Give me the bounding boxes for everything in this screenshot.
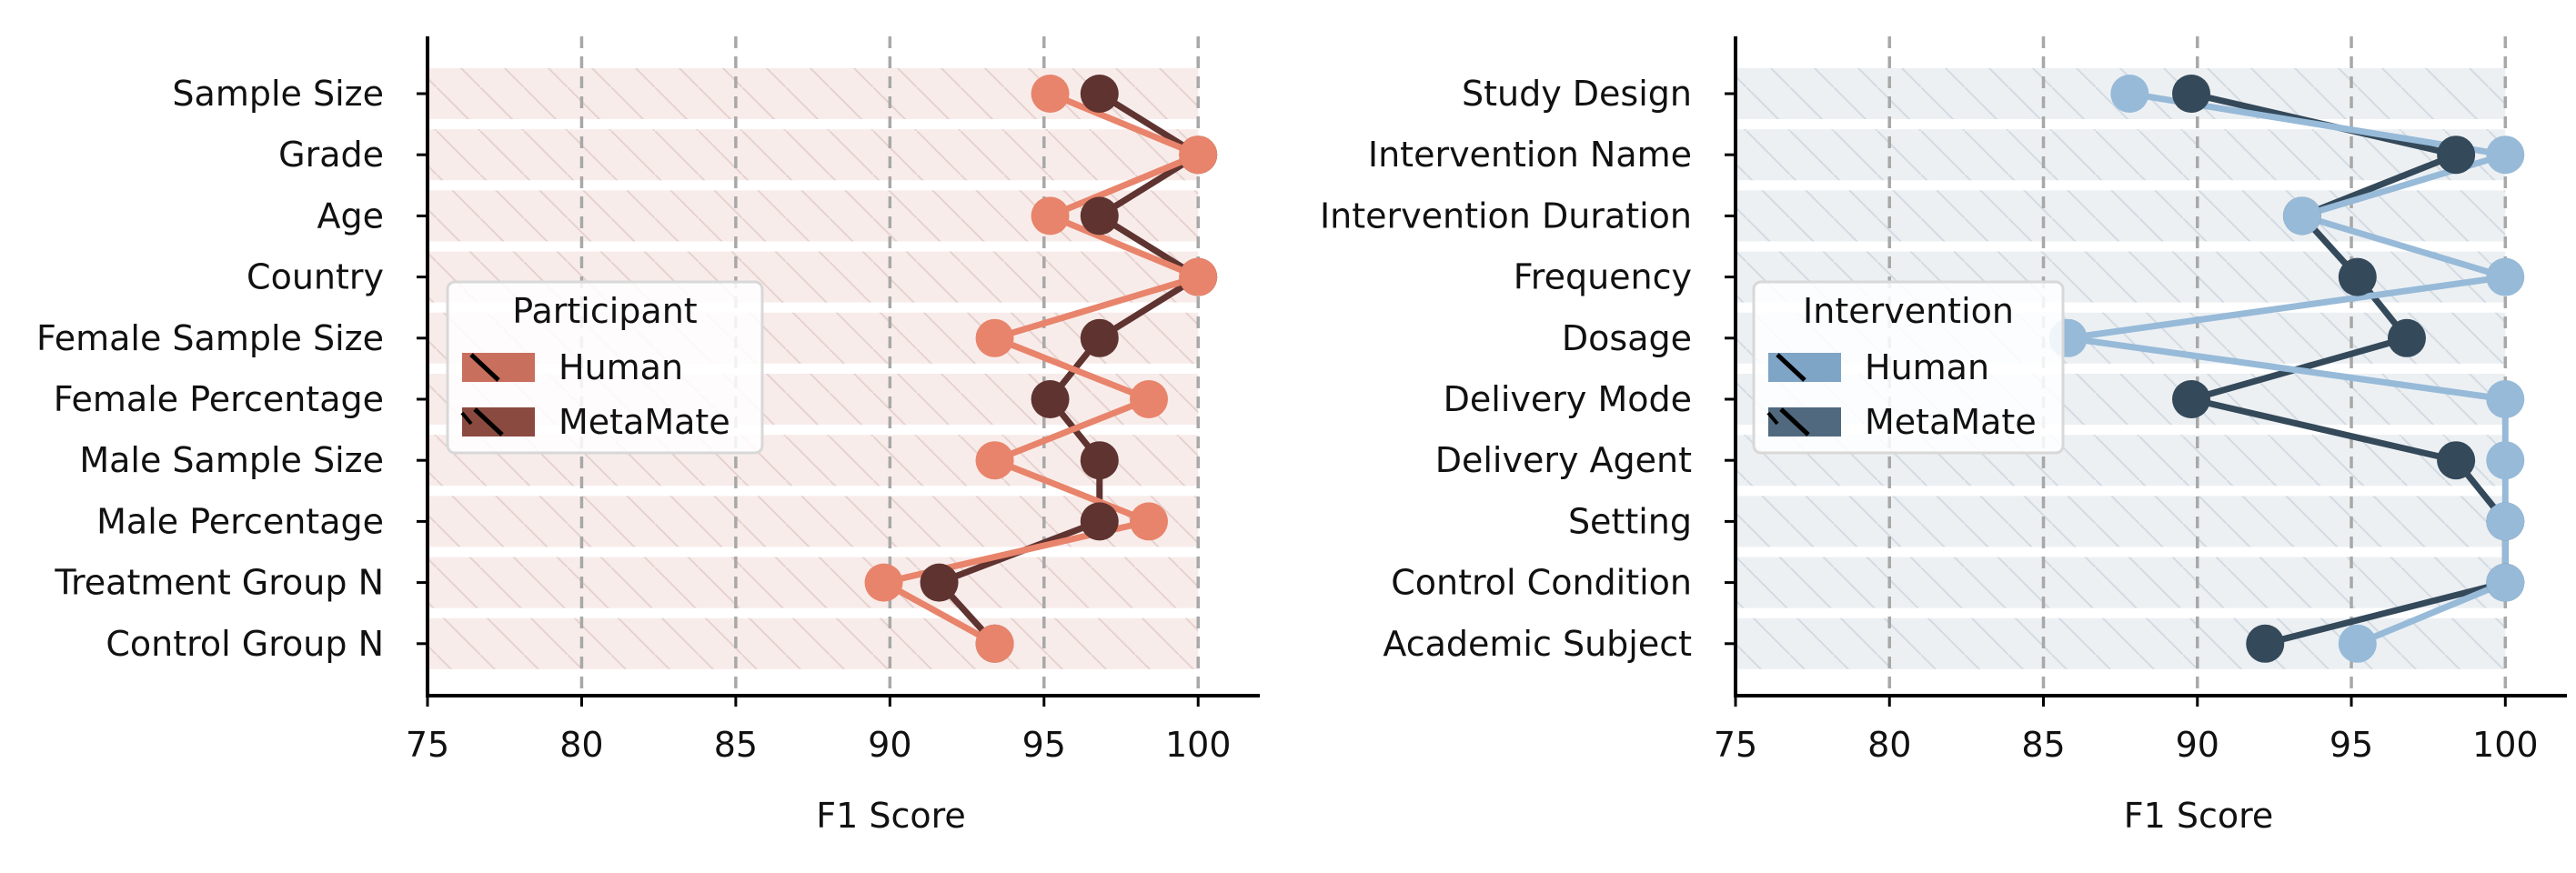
participant-legend-title: Participant — [512, 291, 697, 331]
participant-band-hatch-sample-size — [428, 68, 1199, 119]
intervention-ylabel-intervention-name: Intervention Name — [1368, 135, 1692, 175]
intervention-metamate-point-intervention-name — [2437, 135, 2476, 175]
intervention-band-hatch-academic-subject — [1736, 617, 2506, 669]
intervention-ylabel-frequency: Frequency — [1514, 257, 1692, 297]
intervention-ylabel-setting: Setting — [1568, 501, 1692, 541]
intervention-metamate-point-academic-subject — [2246, 624, 2285, 663]
intervention-human-point-study-design — [2110, 75, 2149, 113]
participant-metamate-point-female-sample-size — [1080, 318, 1119, 357]
participant-human-point-age — [1031, 196, 1070, 236]
intervention-ylabel-study-design: Study Design — [1462, 74, 1692, 114]
participant-human-line — [880, 90, 1202, 647]
intervention-ylabel-dosage: Dosage — [1562, 318, 1692, 358]
participant-ylabel-female-sample-size: Female Sample Size — [36, 318, 384, 358]
intervention-xlabel-95: 95 — [2329, 725, 2373, 765]
intervention-metamate-point-delivery-mode — [2172, 380, 2211, 418]
participant-human-point-male-sample-size — [975, 441, 1014, 480]
participant-band-hatch-grade — [428, 129, 1199, 181]
participant-human-point-female-percentage — [1130, 380, 1168, 418]
participant-ylabel-female-percentage: Female Percentage — [54, 379, 384, 419]
intervention-bands — [1736, 68, 2506, 669]
participant-human-point-treatment-group-n — [864, 563, 903, 602]
intervention-xlabel-85: 85 — [2021, 725, 2065, 765]
participant-human-point-female-sample-size — [975, 318, 1014, 357]
participant-metamate-point-sample-size — [1080, 75, 1119, 113]
participant-ylabel-control-group-n: Control Group N — [106, 624, 384, 664]
intervention-xlabel-80: 80 — [1867, 725, 1911, 765]
participant-legend: Participant Human MetaMate — [446, 280, 764, 455]
participant-band-hatch-treatment-group-n — [428, 557, 1199, 608]
participant-ylabel-male-sample-size: Male Sample Size — [79, 440, 384, 480]
intervention-band-hatch-intervention-duration — [1736, 190, 2506, 242]
intervention-metamate-point-study-design — [2172, 75, 2211, 113]
intervention-ylabel-delivery-agent: Delivery Agent — [1435, 440, 1692, 480]
intervention-band-hatch-setting — [1736, 496, 2506, 547]
intervention-legend-hatch2-metamate — [1766, 411, 1779, 426]
participant-xlabel-90: 90 — [868, 725, 911, 765]
participant-ylabel-treatment-group-n: Treatment Group N — [54, 563, 384, 603]
participant-legend-hatch2-metamate — [460, 411, 473, 426]
intervention-human-point-setting — [2486, 502, 2525, 541]
intervention-panel: Study Design Intervention Name Interventio… — [1320, 36, 2567, 836]
participant-legend-hatch-metamate — [473, 407, 504, 436]
intervention-human-point-delivery-mode — [2486, 380, 2525, 418]
intervention-human-point-control-condition — [2486, 563, 2525, 602]
intervention-legend: Intervention Human MetaMate — [1752, 280, 2065, 455]
participant-human-point-country — [1179, 257, 1218, 296]
participant-metamate-point-female-percentage — [1031, 380, 1070, 418]
participant-legend-label-metamate: MetaMate — [558, 402, 730, 442]
intervention-human-point-intervention-duration — [2282, 196, 2321, 236]
intervention-legend-label-human: Human — [1865, 347, 1989, 387]
intervention-legend-hatch-human — [1776, 353, 1806, 382]
participant-human-point-grade — [1179, 135, 1218, 175]
participant-band-hatch-control-group-n — [428, 617, 1199, 669]
participant-human-point-male-percentage — [1130, 502, 1168, 541]
participant-ylabel-age: Age — [317, 196, 385, 236]
participant-legend-label-human: Human — [558, 347, 683, 387]
participant-metamate-point-treatment-group-n — [920, 563, 959, 602]
intervention-human-line — [2065, 90, 2509, 647]
participant-ylabel-grade: Grade — [278, 135, 384, 175]
intervention-human-point-academic-subject — [2338, 624, 2377, 663]
intervention-metamate-point-frequency — [2338, 257, 2377, 296]
participant-human-point-sample-size — [1031, 75, 1070, 113]
intervention-ylabel-delivery-mode: Delivery Mode — [1444, 379, 1692, 419]
intervention-metamate-point-dosage — [2387, 318, 2426, 357]
participant-panel: Sample Size Grade Age Country Female Sample … — [36, 36, 1260, 836]
participant-human-point-control-group-n — [975, 624, 1014, 663]
participant-metamate-point-male-percentage — [1080, 502, 1119, 541]
participant-ylabel-male-percentage: Male Percentage — [96, 501, 384, 541]
participant-xlabel-95: 95 — [1022, 725, 1066, 765]
intervention-legend-hatch-metamate — [1779, 407, 1810, 436]
intervention-human-point-delivery-agent — [2486, 441, 2525, 480]
participant-x-axis-title: F1 Score — [816, 796, 966, 836]
intervention-ylabel-control-condition: Control Condition — [1391, 563, 1692, 603]
participant-metamate-point-male-sample-size — [1080, 441, 1119, 480]
intervention-xlabel-100: 100 — [2472, 725, 2539, 765]
intervention-legend-label-metamate: MetaMate — [1865, 402, 2037, 442]
intervention-human-point-intervention-name — [2486, 135, 2525, 175]
participant-xlabel-75: 75 — [406, 725, 449, 765]
intervention-legend-title: Intervention — [1803, 291, 2014, 331]
participant-band-hatch-age — [428, 190, 1199, 242]
intervention-metamate-point-delivery-agent — [2437, 441, 2476, 480]
intervention-band-hatch-control-condition — [1736, 557, 2506, 608]
intervention-x-axis-title: F1 Score — [2124, 796, 2274, 836]
participant-ylabel-sample-size: Sample Size — [172, 74, 384, 114]
participant-xlabel-85: 85 — [714, 725, 758, 765]
intervention-human-point-frequency — [2486, 257, 2525, 296]
intervention-ylabel-intervention-duration: Intervention Duration — [1320, 196, 1692, 236]
participant-xlabel-80: 80 — [559, 725, 603, 765]
participant-metamate-point-age — [1080, 196, 1119, 236]
participant-legend-hatch-human — [469, 353, 500, 382]
participant-xlabel-100: 100 — [1165, 725, 1232, 765]
participant-ylabel-country: Country — [247, 257, 384, 297]
intervention-xlabel-90: 90 — [2176, 725, 2219, 765]
intervention-xlabel-75: 75 — [1714, 725, 1757, 765]
intervention-ylabel-academic-subject: Academic Subject — [1383, 624, 1692, 664]
